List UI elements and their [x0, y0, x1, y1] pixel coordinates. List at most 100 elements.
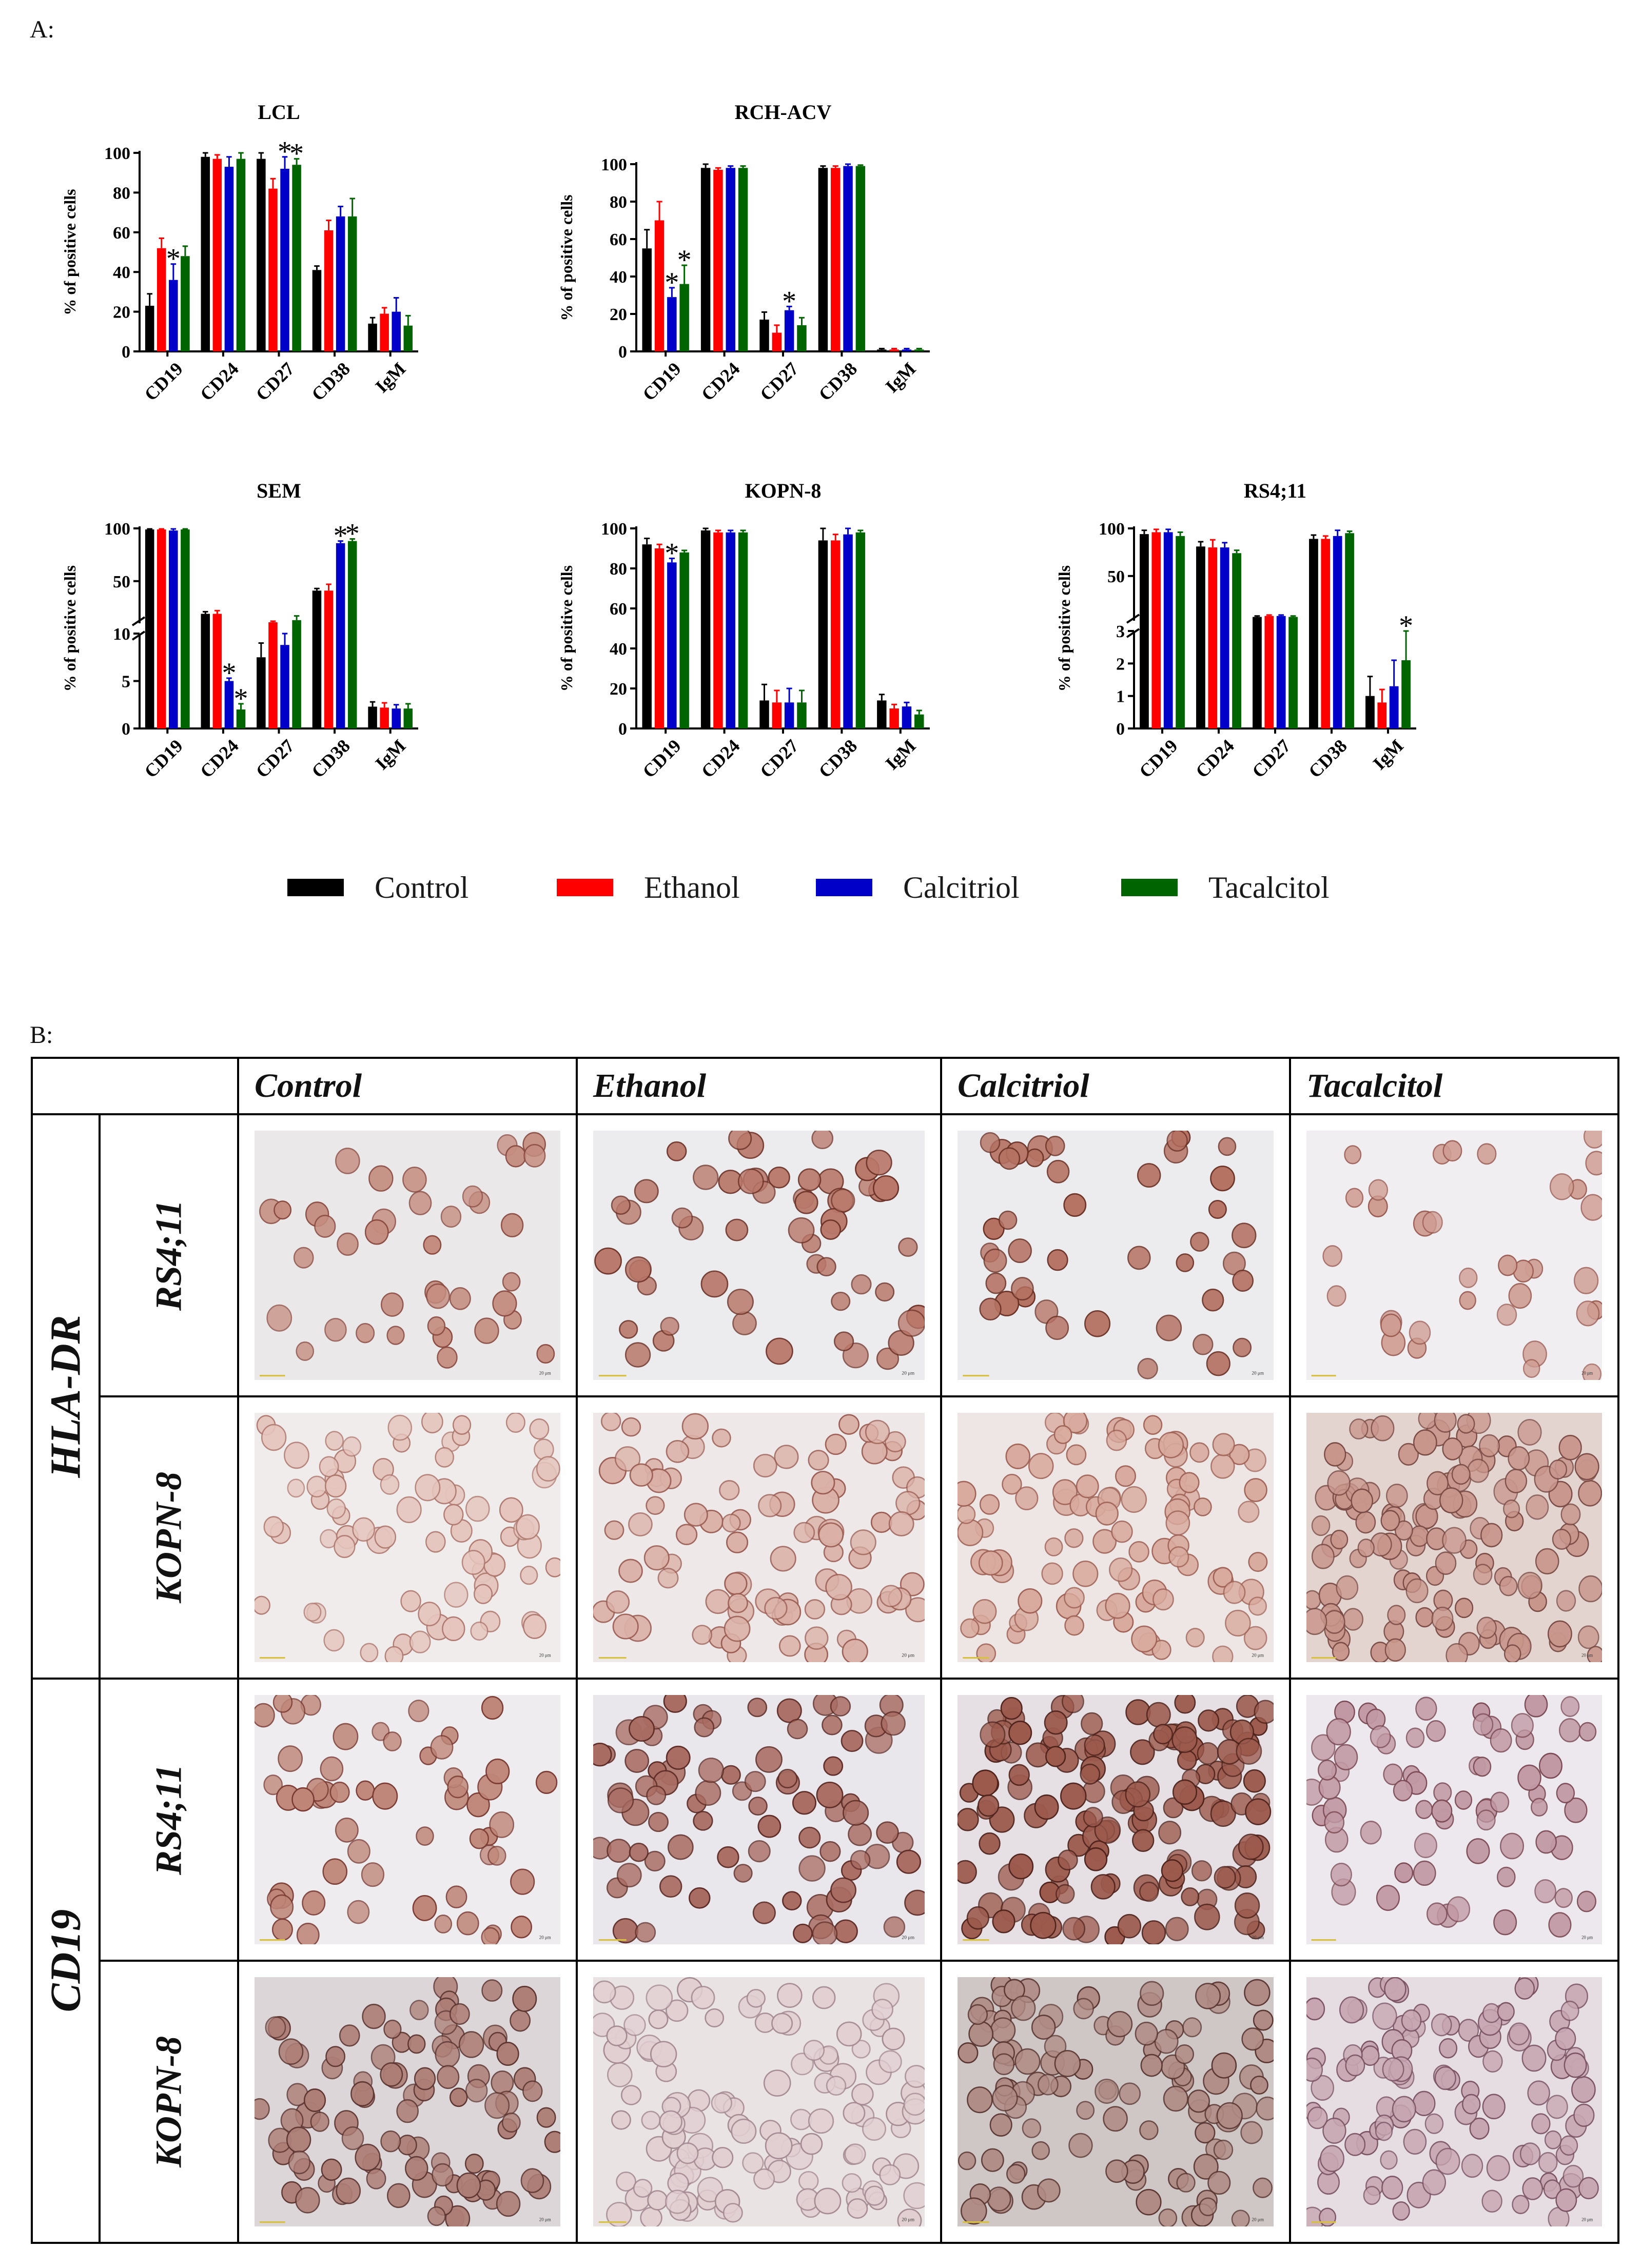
stained-cell: [1519, 2142, 1541, 2165]
significance-marker: *: [234, 683, 248, 715]
stained-cell: [866, 1150, 892, 1176]
stained-cell: [1153, 1724, 1173, 1745]
stained-cell: [464, 2154, 484, 2174]
stained-cell: [624, 1256, 652, 1283]
stained-cell: [666, 1439, 690, 1463]
stained-cell: [1560, 1503, 1581, 1526]
x-tick-label: IgM: [372, 358, 410, 397]
micrograph: 20 μm: [958, 1131, 1274, 1380]
stained-cell: [491, 2070, 514, 2095]
stained-cell: [1531, 1798, 1548, 1817]
stained-cell: [1046, 1159, 1070, 1184]
stained-cell: [826, 2076, 847, 2096]
stained-cell: [1131, 1625, 1158, 1653]
stained-cell: [1311, 1544, 1335, 1569]
stained-cell: [427, 2206, 446, 2226]
stained-cell: [1045, 1135, 1065, 1156]
stained-cell: [753, 1454, 777, 1477]
scale-label: 20 μm: [1252, 1653, 1264, 1658]
stained-cell: [694, 1717, 715, 1738]
stained-cell: [728, 1131, 752, 1150]
stained-cell: [650, 2041, 677, 2067]
stained-cell: [380, 1292, 404, 1317]
stained-cell: [1210, 1800, 1236, 1827]
stained-cell: [1095, 1502, 1119, 1526]
micrograph-image: 20 μm: [958, 1131, 1274, 1380]
stained-cell: [400, 1590, 421, 1612]
stained-cell: [1141, 1920, 1166, 1944]
stained-cell: [501, 2112, 521, 2133]
stained-cell: [481, 1695, 504, 1720]
col-header-ethanol: Ethanol: [576, 1057, 942, 1115]
stained-cell: [336, 2177, 361, 2204]
stained-cell: [337, 1232, 359, 1256]
stained-cell: [870, 1511, 892, 1533]
stained-cell: [1433, 1782, 1452, 1803]
stained-cell: [1307, 2106, 1328, 2129]
stained-cell: [1517, 1571, 1542, 1600]
stained-cell: [865, 1419, 890, 1445]
stained-cell: [1521, 2044, 1547, 2072]
stained-cell: [1176, 2173, 1196, 2193]
x-tick-label: CD38: [307, 735, 354, 782]
y-tick-label: 80: [610, 560, 627, 579]
stained-cell: [904, 2065, 925, 2088]
stained-cell: [1505, 1468, 1528, 1493]
stained-cell: [628, 1512, 653, 1536]
stained-cell: [833, 1919, 858, 1943]
y-tick-label: 10: [113, 625, 130, 644]
bar: [392, 311, 401, 351]
stained-cell: [1248, 1552, 1268, 1572]
bar: [236, 159, 246, 351]
stained-cell: [607, 1839, 631, 1863]
stained-cell: [1253, 2009, 1274, 2031]
stained-cell: [1073, 1998, 1094, 2020]
stained-cell: [1526, 1494, 1549, 1520]
stained-cell: [435, 2041, 460, 2068]
y-tick-label: 0: [122, 720, 130, 739]
significance-marker: *: [278, 136, 292, 168]
stained-cell: [473, 1584, 493, 1604]
stained-cell: [593, 1980, 616, 2004]
stained-cell: [958, 1481, 976, 1507]
stained-cell: [1538, 1752, 1562, 1779]
bar: [1309, 539, 1318, 728]
stained-cell: [362, 2003, 386, 2029]
stained-cell: [1555, 2188, 1577, 2212]
stained-cell: [329, 1781, 350, 1803]
bar: [368, 323, 377, 351]
stained-cell: [1560, 2000, 1579, 2021]
stained-cell: [646, 1984, 673, 2011]
stained-cell: [1500, 1832, 1524, 1860]
stained-cell: [1357, 1539, 1375, 1557]
stained-cell: [1008, 1238, 1032, 1263]
stained-cell: [1193, 2154, 1219, 2180]
stained-cell: [1014, 2048, 1041, 2075]
stained-cell: [306, 1475, 327, 1498]
micrograph-cell: 20 μm: [1289, 1960, 1619, 2244]
stained-cell: [1578, 1480, 1602, 1507]
stained-cell: [1058, 1849, 1078, 1871]
stained-cell: [1198, 1709, 1220, 1732]
scale-label: 20 μm: [1581, 1935, 1593, 1940]
bar: [157, 248, 166, 351]
stained-cell: [618, 1559, 643, 1583]
stained-cell: [1000, 1697, 1023, 1720]
stained-cell: [1241, 2027, 1264, 2051]
micrograph: 20 μm: [593, 1413, 925, 1662]
stained-cell: [1250, 2076, 1268, 2095]
stained-cell: [752, 1901, 776, 1924]
bar: [347, 541, 357, 728]
stained-cell: [770, 1546, 796, 1572]
stained-cell: [323, 1629, 345, 1652]
stained-cell: [1319, 2207, 1337, 2226]
stained-cell: [1233, 1337, 1252, 1357]
x-tick-label: CD24: [196, 358, 243, 405]
stained-cell: [605, 1590, 630, 1614]
micrograph: 20 μm: [255, 1977, 560, 2226]
stained-cell: [286, 2126, 311, 2153]
stained-cell: [1380, 2150, 1398, 2170]
stained-cell: [380, 2062, 403, 2087]
stained-cell: [1477, 1143, 1497, 1165]
stained-cell: [326, 1498, 346, 1519]
